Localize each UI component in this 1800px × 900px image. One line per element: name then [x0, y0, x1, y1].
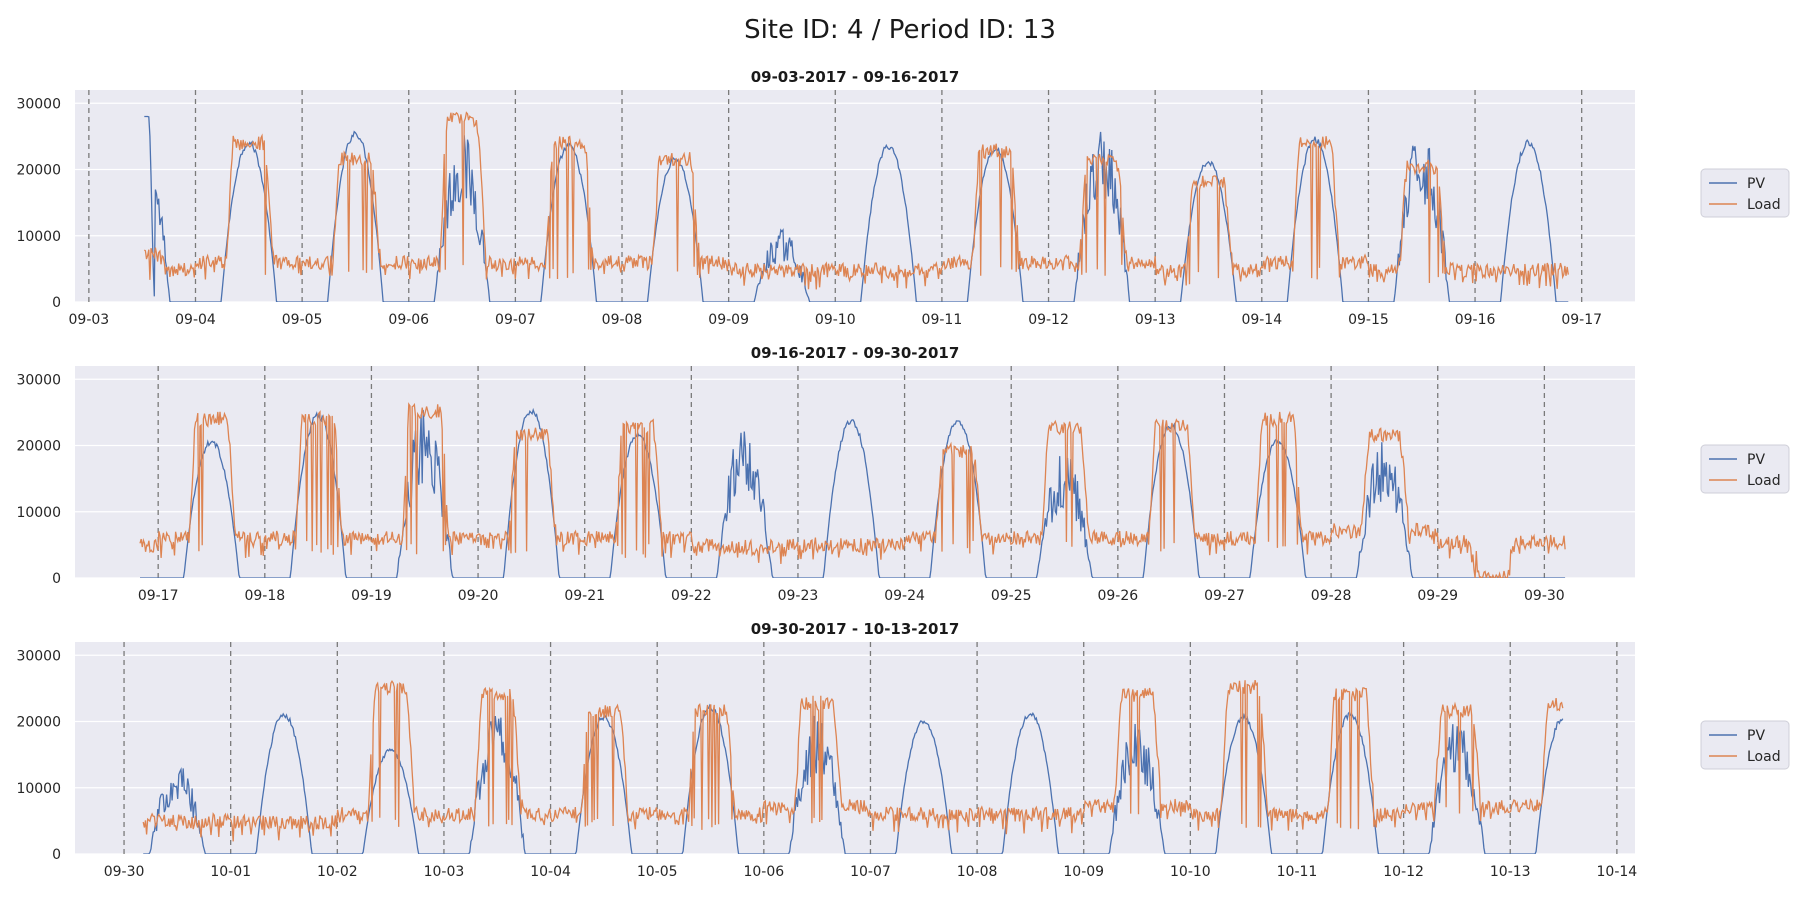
panel-2-y-tick-label: 0 — [52, 571, 61, 587]
panel-3-x-tick-label: 10-07 — [850, 864, 891, 880]
panel-3-x-tick-label: 10-05 — [637, 864, 678, 880]
panel-1-pv-line — [144, 115, 1569, 302]
panel-2-title: 09-16-2017 - 09-30-2017 — [751, 344, 960, 362]
panel-2-x-tick-label: 09-17 — [138, 588, 179, 604]
panel-2-x-tick-label: 09-18 — [244, 588, 285, 604]
panel-2-x-tick-label: 09-21 — [564, 588, 605, 604]
panel-2-y-tick-label: 20000 — [16, 439, 61, 455]
panel-2-y-tick-label: 10000 — [16, 505, 61, 521]
panel-3-x-tick-label: 10-11 — [1277, 864, 1318, 880]
panel-1-x-tick-label: 09-13 — [1135, 312, 1176, 328]
panel-2-x-tick-label: 09-30 — [1524, 588, 1565, 604]
panel-1-x-tick-label: 09-11 — [922, 312, 963, 328]
panel-3-x-tick-label: 10-04 — [530, 864, 571, 880]
panel-2-x-tick-label: 09-27 — [1204, 588, 1245, 604]
panel-1-title: 09-03-2017 - 09-16-2017 — [751, 68, 960, 86]
panel-2-x-tick-label: 09-25 — [991, 588, 1032, 604]
panel-3-y-tick-label: 10000 — [16, 781, 61, 797]
panel-2-x-tick-label: 09-22 — [671, 588, 712, 604]
panel-3-y-tick-label: 0 — [52, 847, 61, 863]
panel-3-y-tick-label: 20000 — [16, 715, 61, 731]
panel-1-x-tick-label: 09-17 — [1561, 312, 1602, 328]
panel-1-y-tick-label: 20000 — [16, 163, 61, 179]
panel-1-legend-load-label: Load — [1747, 197, 1781, 213]
panel-2-y-tick-label: 30000 — [16, 372, 61, 388]
panel-1-x-tick-label: 09-05 — [282, 312, 323, 328]
panel-2: 09-16-2017 - 09-30-2017 0 10000 20000 30000… — [16, 344, 1790, 604]
panel-3-x-tick-label: 09-30 — [104, 864, 145, 880]
panel-2-legend-load-label: Load — [1747, 473, 1781, 489]
panel-3-x-tick-label: 10-08 — [957, 864, 998, 880]
panel-1-x-tick-label: 09-03 — [69, 312, 110, 328]
panel-3-x-tick-label: 10-06 — [743, 864, 784, 880]
panel-3-x-tick-label: 10-10 — [1170, 864, 1211, 880]
panel-1-plot-area — [75, 90, 1635, 302]
panel-3-x-tick-label: 10-01 — [210, 864, 251, 880]
panel-3-legend-box — [1700, 720, 1790, 770]
panel-2-pv-line — [140, 407, 1566, 578]
panel-2-legend-box — [1700, 444, 1790, 494]
panel-1-y-tick-label: 30000 — [16, 96, 61, 112]
panel-2-x-tick-label: 09-24 — [884, 588, 925, 604]
panel-2-x-tick-label: 09-23 — [778, 588, 819, 604]
panel-1-legend-box — [1700, 168, 1790, 218]
panel-3-legend-pv-label: PV — [1747, 728, 1765, 744]
panel-1-x-tick-label: 09-14 — [1241, 312, 1282, 328]
panel-1-x-tick-label: 09-08 — [602, 312, 643, 328]
panel-1-y-tick-label: 10000 — [16, 229, 61, 245]
panel-1-x-tick-label: 09-06 — [388, 312, 429, 328]
panel-3-load-line — [142, 679, 1564, 842]
panel-1: 09-03-2017 - 09-16-2017 0 10000 20000 30000… — [16, 68, 1790, 328]
panel-3-plot-area — [75, 642, 1635, 854]
panel-2-legend-pv-label: PV — [1747, 452, 1765, 468]
panel-1-x-tick-label: 09-12 — [1028, 312, 1069, 328]
panel-3-x-tick-label: 10-02 — [317, 864, 358, 880]
panel-1-x-tick-label: 09-10 — [815, 312, 856, 328]
panel-2-load-line — [139, 402, 1566, 578]
panel-3-legend-load-label: Load — [1747, 749, 1781, 765]
panel-1-x-tick-label: 09-09 — [708, 312, 749, 328]
panel-2-x-tick-label: 09-19 — [351, 588, 392, 604]
panel-3-x-tick-label: 10-14 — [1597, 864, 1638, 880]
panel-1-x-tick-label: 09-15 — [1348, 312, 1389, 328]
panel-3-y-tick-label: 30000 — [16, 648, 61, 664]
panel-1-legend-pv-label: PV — [1747, 176, 1765, 192]
panel-2-legend: PV Load — [1700, 444, 1790, 494]
panel-3-x-tick-label: 10-03 — [424, 864, 465, 880]
panel-2-x-tick-label: 09-28 — [1311, 588, 1352, 604]
panel-1-load-line — [143, 111, 1569, 290]
panel-2-x-tick-label: 09-26 — [1097, 588, 1138, 604]
panel-1-x-tick-label: 09-16 — [1455, 312, 1496, 328]
panel-3-title: 09-30-2017 - 10-13-2017 — [751, 620, 960, 638]
panel-3: 09-30-2017 - 10-13-2017 0 10000 20000 30000… — [16, 620, 1790, 880]
panel-1-x-tick-label: 09-04 — [175, 312, 216, 328]
panel-3-x-tick-label: 10-09 — [1063, 864, 1104, 880]
panel-2-x-tick-label: 09-20 — [458, 588, 499, 604]
panel-1-y-tick-label: 0 — [52, 295, 61, 311]
panel-1-x-tick-label: 09-07 — [495, 312, 536, 328]
figure-title: Site ID: 4 / Period ID: 13 — [744, 15, 1056, 45]
panel-3-x-tick-label: 10-13 — [1490, 864, 1531, 880]
panel-1-legend: PV Load — [1700, 168, 1790, 218]
panel-2-x-tick-label: 09-29 — [1417, 588, 1458, 604]
panel-3-x-tick-label: 10-12 — [1383, 864, 1424, 880]
panel-3-legend: PV Load — [1700, 720, 1790, 770]
